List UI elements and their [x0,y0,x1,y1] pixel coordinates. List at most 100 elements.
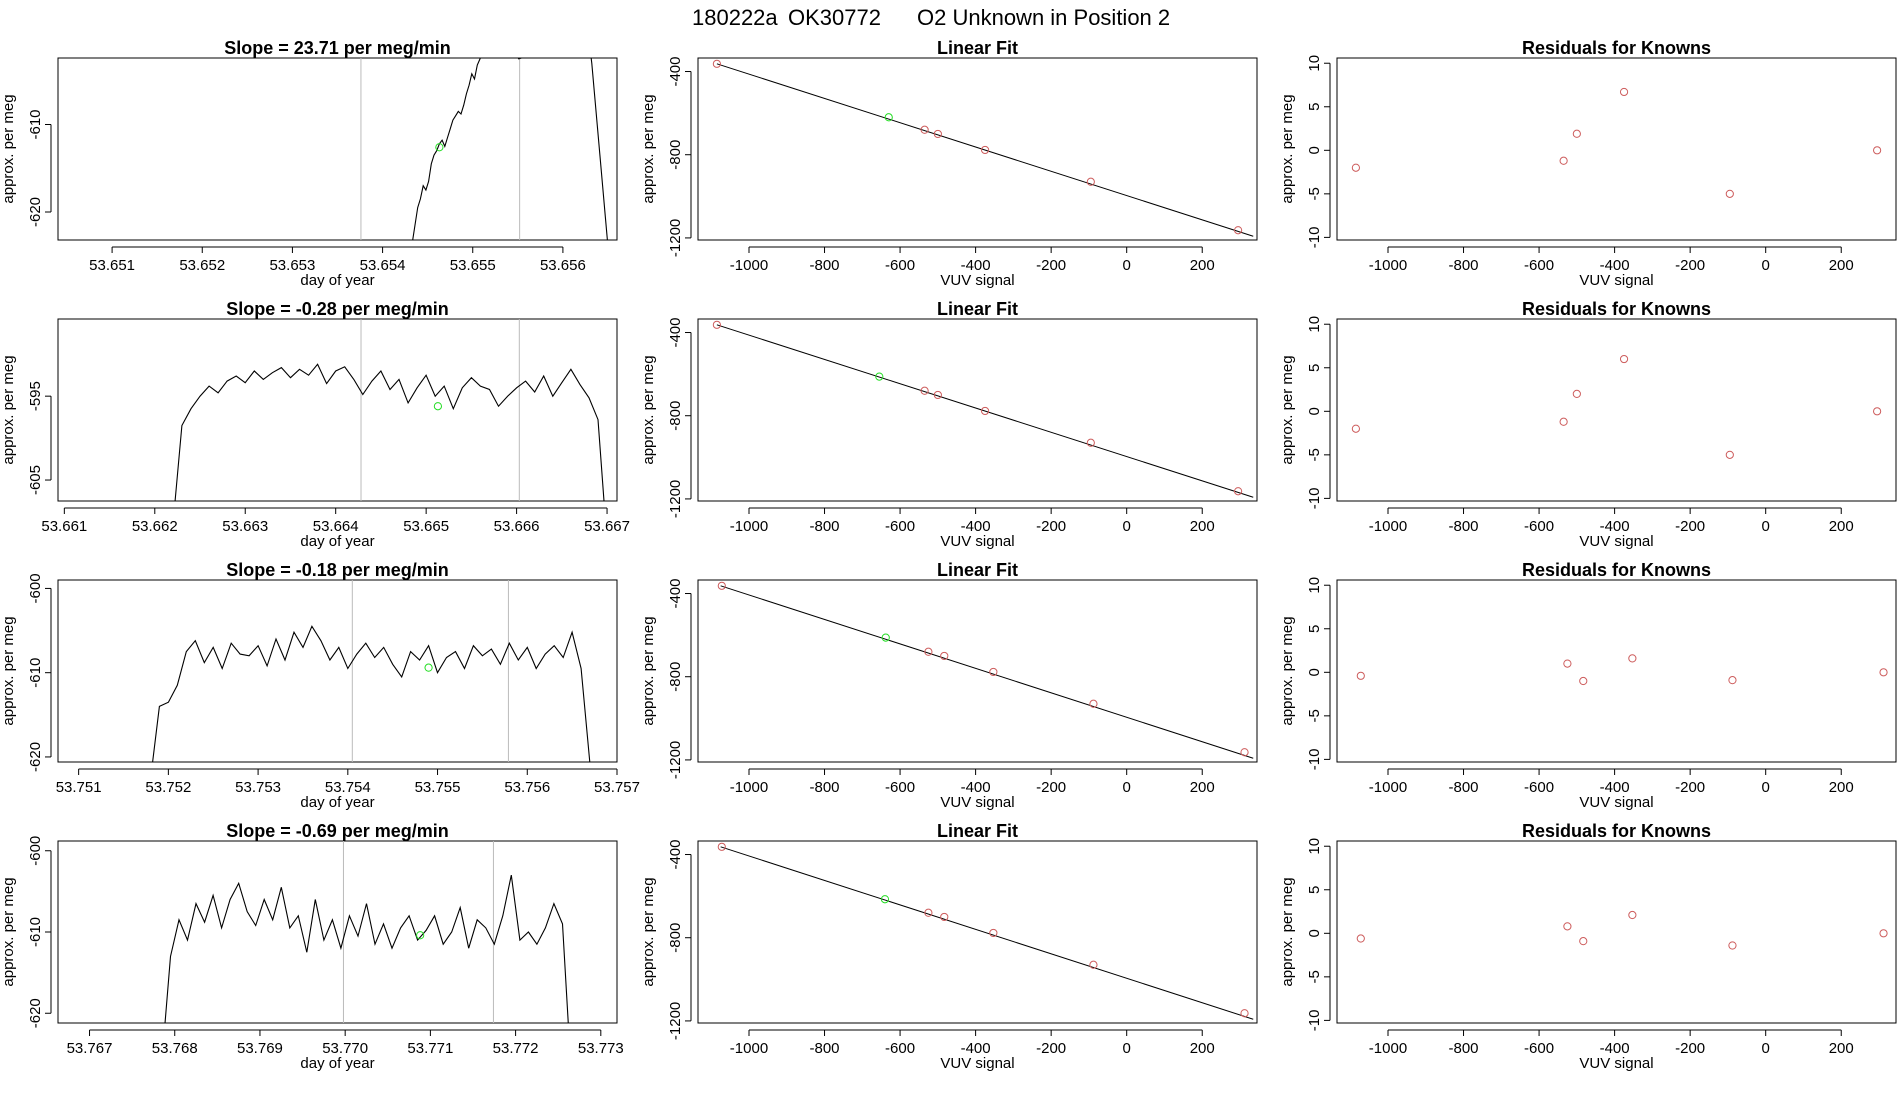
panel-title: Linear Fit [937,821,1018,841]
x-tick-label: 200 [1829,257,1854,274]
x-tick-label: 200 [1190,518,1215,535]
x-axis-label: day of year [300,794,374,811]
plot-frame [697,579,1258,763]
known-point [717,581,726,590]
plot-frame [57,840,618,1024]
plot-frame [1336,579,1897,763]
y-tick-label: -800 [667,401,684,431]
plot-frame [57,318,618,502]
x-tick-label: 53.754 [325,779,371,796]
x-tick-label: 53.772 [493,1040,539,1057]
x-tick-label: -1000 [1369,257,1407,274]
figure-title-run: 180222a [692,5,778,30]
panel-title: Residuals for Knowns [1522,299,1711,319]
x-axis-label: VUV signal [1579,533,1653,550]
timeseries-line [412,58,608,240]
y-tick-label: -605 [27,465,44,495]
y-tick-label: -400 [667,57,684,87]
panel-title: Linear Fit [937,560,1018,580]
known-point [1873,146,1882,155]
x-tick-label: 53.769 [237,1040,283,1057]
known-point [989,928,998,938]
known-point [1563,922,1572,931]
x-tick-label: -200 [1675,1040,1705,1057]
y-tick-label: -800 [667,662,684,692]
plot-frame [57,57,618,241]
y-tick-label: -1200 [667,480,684,518]
x-tick-label: 53.667 [584,518,630,535]
y-tick-label: -600 [27,836,44,866]
known-point [940,651,949,661]
x-tick-label: 0 [1123,518,1131,535]
linear-fit-panel-2: Linear Fit -1000 -800 -600 -400 -200 0 200 VUV s… [640,299,1258,550]
y-tick-label: -595 [27,381,44,411]
x-tick-label: 53.773 [578,1040,624,1057]
unknown-point [884,113,893,122]
known-point [1086,177,1095,186]
x-tick-label: 200 [1829,779,1854,796]
y-axis-label: approx. per meg [1279,355,1296,464]
x-tick-label: -400 [961,518,991,535]
plot-area [712,59,1254,237]
timeseries-panel-2: Slope = -0.28 per meg/min 53.661 53.662 53.… [0,299,630,550]
x-tick-label: 0 [1762,779,1770,796]
plot-area [164,841,569,1023]
x-tick-label: -800 [1449,257,1479,274]
x-tick-label: -600 [1524,1040,1554,1057]
x-tick-label: -200 [1675,779,1705,796]
known-point [1356,934,1365,943]
x-tick-label: -1000 [730,257,768,274]
x-tick-label: 53.664 [313,518,359,535]
x-tick-label: 53.757 [594,779,640,796]
y-tick-label: -400 [667,579,684,609]
x-tick-label: -600 [885,518,915,535]
known-point [1572,129,1581,138]
y-tick-label: -1200 [667,219,684,257]
x-tick-label: 53.756 [504,779,550,796]
known-point [1572,389,1581,398]
x-tick-label: -400 [961,779,991,796]
known-point [1351,424,1360,433]
y-axis-label: approx. per meg [640,877,657,986]
x-tick-label: 53.663 [222,518,268,535]
known-point [1728,676,1737,685]
known-point [717,842,726,851]
fit-line [720,585,1254,759]
known-point [920,386,929,395]
y-tick-label: -10 [1306,1010,1323,1032]
unknown-mean-point [435,143,444,152]
known-point [989,667,998,677]
known-point [1628,654,1637,663]
x-tick-label: 53.653 [269,257,315,274]
x-tick-label: 0 [1762,518,1770,535]
y-tick-label: -1200 [667,1002,684,1040]
panel-title: Linear Fit [937,299,1018,319]
x-tick-label: -1000 [730,779,768,796]
unknown-mean-point [433,402,443,411]
known-point [1619,354,1629,364]
x-tick-label: -600 [1524,257,1554,274]
y-axis-label: approx. per meg [640,616,657,725]
plot-frame [1336,840,1897,1024]
x-axis-label: day of year [300,533,374,550]
x-tick-label: -200 [1675,518,1705,535]
known-point [924,908,933,917]
known-point [1240,1009,1249,1018]
y-axis-label: approx. per meg [1279,616,1296,725]
known-point [1579,676,1588,686]
unknown-point [880,895,890,904]
x-tick-label: -600 [885,257,915,274]
y-tick-label: -1200 [667,741,684,779]
x-tick-label: 200 [1829,518,1854,535]
y-tick-label: -5 [1306,970,1323,983]
x-tick-label: 0 [1123,257,1131,274]
timeseries-line [152,625,591,762]
plot-area [1351,354,1882,459]
fit-line [716,63,1254,237]
y-tick-label: 10 [1306,55,1323,72]
x-tick-label: -800 [810,257,840,274]
y-axis-label: approx. per meg [640,355,657,464]
x-tick-label: -200 [1036,257,1066,274]
y-axis-label: approx. per meg [1279,94,1296,203]
